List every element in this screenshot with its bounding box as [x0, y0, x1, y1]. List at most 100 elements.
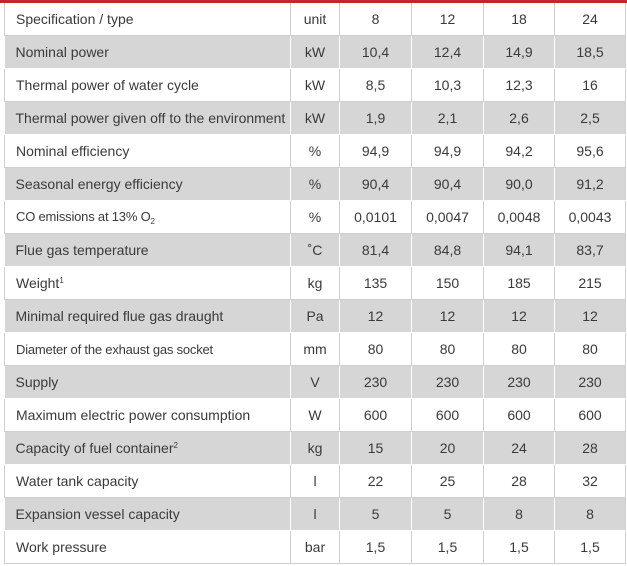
table-row: Nominal power kW 10,4 12,4 14,9 18,5 [4, 35, 626, 69]
spec-cell: Diameter of the exhaust gas socket [4, 332, 291, 366]
unit-cell: bar [290, 530, 340, 564]
value-cell: 1,9 [339, 101, 412, 135]
header-type-24: 24 [554, 3, 626, 36]
value-cell: 20 [411, 431, 484, 465]
value-cell: 600 [483, 398, 555, 432]
table-row: Thermal power given off to the environme… [4, 101, 626, 135]
spec-cell: Thermal power of water cycle [4, 68, 291, 102]
spec-label: Nominal efficiency [16, 143, 130, 159]
value-cell: 8 [483, 497, 555, 531]
value-cell: 94,2 [483, 134, 555, 168]
table-row: Supply V 230 230 230 230 [4, 365, 626, 399]
value-cell: 80 [411, 332, 484, 366]
table-row: Diameter of the exhaust gas socket mm 80 80… [4, 332, 626, 366]
value-cell: 90,4 [339, 167, 412, 201]
value-cell: 1,5 [554, 530, 626, 564]
spec-label: Expansion vessel capacity [15, 506, 180, 522]
spec-cell: Expansion vessel capacity [4, 497, 291, 531]
value-cell: 12 [554, 299, 626, 333]
value-cell: 230 [554, 365, 626, 399]
value-cell: 91,2 [554, 167, 626, 201]
table-row: Water tank capacity l 22 25 28 32 [4, 464, 626, 498]
top-accent-bar [0, 0, 627, 3]
unit-cell: % [290, 200, 340, 234]
value-cell: 185 [483, 266, 555, 300]
spec-label: Diameter of the exhaust gas socket [16, 341, 213, 357]
spec-cell: Supply [4, 365, 291, 399]
value-cell: 12 [483, 299, 555, 333]
value-cell: 150 [411, 266, 484, 300]
spec-label: Flue gas temperature [15, 242, 149, 258]
value-cell: 5 [339, 497, 412, 531]
value-cell: 25 [411, 464, 484, 498]
value-cell: 0,0048 [483, 200, 555, 234]
spec-cell: Nominal power [4, 35, 291, 69]
value-cell: 83,7 [554, 233, 626, 267]
header-type-8: 8 [339, 3, 412, 36]
value-cell: 18,5 [554, 35, 626, 69]
value-cell: 32 [554, 464, 626, 498]
value-cell: 2,5 [554, 101, 626, 135]
value-cell: 5 [411, 497, 484, 531]
header-type-18: 18 [483, 3, 555, 36]
value-cell: 1,5 [339, 530, 412, 564]
value-cell: 0,0101 [339, 200, 412, 234]
value-cell: 215 [554, 266, 626, 300]
value-cell: 8 [554, 497, 626, 531]
unit-cell: V [290, 365, 340, 399]
unit-cell: % [290, 134, 340, 168]
unit-cell: kW [290, 35, 340, 69]
spec-label: CO emissions at 13% O [16, 208, 151, 224]
spec-cell: Thermal power given off to the environme… [4, 101, 291, 135]
spec-label: Minimal required flue gas draught [15, 308, 224, 324]
table-row: Weight1 kg 135 150 185 215 [4, 266, 626, 300]
spec-cell: Work pressure [4, 530, 291, 564]
value-cell: 81,4 [339, 233, 412, 267]
value-cell: 12,3 [483, 68, 555, 102]
spec-label: Work pressure [16, 539, 107, 555]
spec-label: Seasonal energy efficiency [15, 176, 183, 192]
header-row: Specification / type unit 8 12 18 24 [4, 3, 626, 36]
table-row: Work pressure bar 1,5 1,5 1,5 1,5 [4, 530, 626, 564]
unit-cell: l [290, 497, 340, 531]
spec-label: Thermal power given off to the environme… [15, 110, 286, 126]
spec-label: Maximum electric power consumption [16, 407, 251, 423]
spec-label: Supply [15, 374, 59, 390]
value-cell: 24 [483, 431, 555, 465]
unit-cell: kW [290, 101, 340, 135]
value-cell: 1,5 [411, 530, 484, 564]
value-cell: 28 [554, 431, 626, 465]
value-cell: 12 [339, 299, 412, 333]
spec-cell: Weight1 [4, 266, 291, 300]
spec-cell: Water tank capacity [4, 464, 291, 498]
table-row: Flue gas temperature ˚C 81,4 84,8 94,1 83,7 [4, 233, 626, 267]
value-cell: 600 [411, 398, 484, 432]
value-cell: 94,1 [483, 233, 555, 267]
value-cell: 10,4 [339, 35, 412, 69]
value-cell: 84,8 [411, 233, 484, 267]
value-cell: 8,5 [339, 68, 412, 102]
spec-cell: Seasonal energy efficiency [4, 167, 291, 201]
value-cell: 135 [339, 266, 412, 300]
value-cell: 14,9 [483, 35, 555, 69]
value-cell: 230 [411, 365, 484, 399]
spec-cell: Minimal required flue gas draught [4, 299, 291, 333]
spec-label: Thermal power of water cycle [16, 77, 199, 93]
value-cell: 230 [339, 365, 412, 399]
value-cell: 0,0047 [411, 200, 484, 234]
value-cell: 600 [339, 398, 412, 432]
unit-cell: kg [290, 266, 340, 300]
unit-cell: ˚C [290, 233, 340, 267]
value-cell: 94,9 [411, 134, 484, 168]
table-row: Thermal power of water cycle kW 8,5 10,3 12,… [4, 68, 626, 102]
value-cell: 2,6 [483, 101, 555, 135]
table-row: Seasonal energy efficiency% 90,4 90,4 90,0 9… [4, 167, 626, 201]
table-row: Nominal efficiency% 94,9 94,9 94,2 95,6 [4, 134, 626, 168]
table-row: Minimal required flue gas draught Pa 12 12 1… [4, 299, 626, 333]
unit-cell: mm [290, 332, 340, 366]
value-cell: 15 [339, 431, 412, 465]
value-cell: 600 [554, 398, 626, 432]
spec-label: Nominal power [15, 44, 109, 60]
value-cell: 10,3 [411, 68, 484, 102]
spec-cell: Nominal efficiency [4, 134, 291, 168]
